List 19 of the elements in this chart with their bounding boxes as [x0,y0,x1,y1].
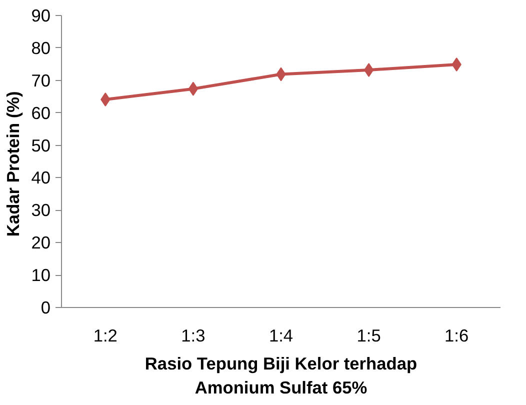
y-tick-label: 80 [31,38,51,58]
y-tick-label: 90 [31,6,51,26]
x-axis-title: Rasio Tepung Biji Kelor terhadap Amonium Sulfat 65% [144,354,418,398]
y-tick-label: 10 [31,265,51,286]
y-tick-label: 40 [31,168,51,188]
x-tick-label: 1:4 [268,326,294,346]
y-axis-title: Kadar Protein (%) [3,91,24,237]
x-tick-label: 1:3 [181,326,206,346]
y-tick-label: 60 [31,102,51,123]
y-tick-label: 70 [31,70,51,90]
y-tick-label: 30 [31,200,51,220]
y-tick-label: 0 [40,298,51,318]
point [364,63,374,78]
x-tick-label: 1:5 [356,326,381,346]
x-tick-label: 1:2 [93,326,118,346]
point [188,82,198,96]
y-tick-label: 50 [31,135,51,156]
x-tick-label: 1:6 [444,326,469,346]
y-tick-label: 20 [31,232,51,253]
